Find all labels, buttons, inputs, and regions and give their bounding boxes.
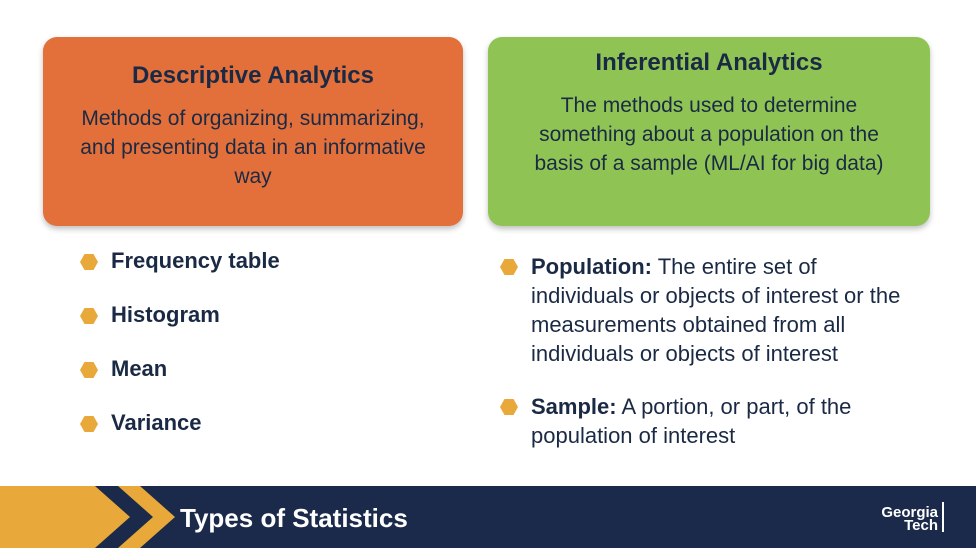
logo-line-georgia: Georgia [881,504,938,521]
descriptive-bullet-list: Frequency table Histogram Mean Variance [80,248,280,464]
inferential-analytics-description: The methods used to determine something … [534,94,884,175]
bullet-text: Sample: A portion, or part, of the popul… [531,392,920,450]
descriptive-analytics-description: Methods of organizing, summarizing, and … [80,107,426,188]
hexagon-bullet-icon [80,416,98,432]
bullet-item: Histogram [80,302,280,356]
inferential-analytics-title: Inferential Analytics [595,49,823,76]
bullet-definition: The entire set of individuals or objects… [531,254,901,366]
logo-line-tech: Tech [904,517,938,534]
hexagon-bullet-icon [500,399,518,415]
footer-bar: Types of Statistics Georgia Tech [0,486,976,548]
logo-mark-icon [942,502,950,532]
inferential-bullet-list: Population: The entire set of individual… [500,252,920,474]
chevron-arrows-icon [0,486,175,548]
bullet-item: Population: The entire set of individual… [500,252,920,368]
bullet-text: Histogram [111,302,220,327]
bullet-item: Variance [80,410,280,464]
descriptive-analytics-title: Descriptive Analytics [132,62,374,89]
georgia-tech-logo: Georgia Tech [881,504,938,534]
hexagon-bullet-icon [80,308,98,324]
descriptive-analytics-card: Descriptive Analytics Methods of organiz… [43,37,463,226]
bullet-item: Sample: A portion, or part, of the popul… [500,392,920,450]
bullet-text: Mean [111,356,168,381]
hexagon-bullet-icon [80,254,98,270]
hexagon-bullet-icon [500,259,518,275]
bullet-text: Variance [111,410,202,435]
bullet-definition: A portion, or part, of the population of… [531,394,852,448]
bullet-term: Sample: [531,394,617,419]
bullet-item: Mean [80,356,280,410]
slide-title: Types of Statistics [180,503,408,533]
bullet-term: Population: [531,254,652,279]
bullet-item: Frequency table [80,248,280,302]
inferential-analytics-card: Inferential Analytics The methods used t… [488,37,930,226]
hexagon-bullet-icon [80,362,98,378]
bullet-text: Frequency table [111,248,280,273]
bullet-text: Population: The entire set of individual… [531,252,920,368]
